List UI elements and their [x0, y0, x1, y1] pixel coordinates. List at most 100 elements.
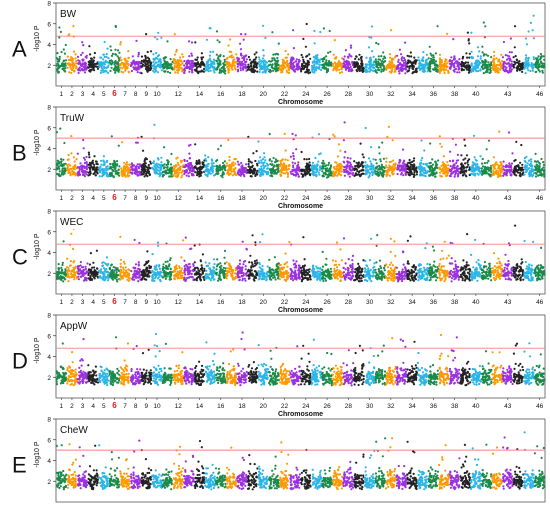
snp-point: [345, 67, 348, 70]
snp-point: [321, 167, 324, 170]
snp-point: [426, 170, 429, 174]
snp-point: [464, 174, 467, 177]
snp-point: [470, 64, 473, 67]
snp-point: [531, 69, 535, 72]
snp-point: [271, 63, 274, 66]
snp-point: [187, 172, 190, 175]
snp-point: [339, 149, 342, 152]
snp-point: [228, 164, 232, 167]
snp-point: [460, 162, 463, 165]
snp-point: [508, 51, 511, 54]
snp-point: [202, 161, 205, 164]
snp-point: [263, 68, 266, 71]
snp-point: [424, 163, 427, 166]
snp-point: [233, 67, 236, 70]
snp-point: [141, 65, 144, 68]
snp-point: [284, 49, 287, 53]
snp-point: [264, 63, 267, 66]
snp-point: [77, 174, 80, 177]
snp-point: [119, 56, 122, 59]
snp-point: [271, 31, 274, 34]
snp-point: [519, 63, 522, 66]
snp-point: [99, 56, 102, 59]
snp-point: [83, 71, 87, 74]
snp-point: [75, 65, 78, 68]
snp-point: [248, 58, 251, 61]
snp-point: [481, 162, 484, 165]
snp-point: [91, 162, 94, 165]
snp-point: [233, 58, 236, 61]
snp-point: [440, 170, 443, 173]
snp-point: [445, 169, 448, 172]
snp-point: [433, 166, 437, 169]
snp-point: [470, 31, 473, 34]
snp-point: [361, 168, 364, 171]
snp-point: [281, 158, 284, 161]
snp-point: [200, 61, 203, 64]
snp-point: [252, 64, 255, 68]
snp-point: [60, 160, 63, 163]
snp-point: [274, 53, 277, 56]
snp-point: [449, 175, 452, 178]
snp-point: [410, 173, 413, 176]
snp-point: [327, 51, 330, 54]
snp-point: [255, 171, 258, 174]
snp-point: [344, 150, 347, 153]
snp-point: [122, 165, 125, 168]
y-tick-label: 2: [47, 167, 51, 174]
x-tick-label: 7: [123, 91, 127, 98]
snp-point: [382, 157, 385, 160]
snp-point: [338, 163, 341, 166]
snp-point: [74, 62, 77, 65]
snp-point: [152, 69, 155, 72]
snp-point: [258, 169, 262, 172]
snp-point: [374, 170, 377, 173]
snp-point: [154, 171, 157, 174]
snp-point: [162, 164, 165, 167]
x-tick-label: 26: [323, 91, 331, 98]
snp-point: [466, 65, 469, 68]
snp-point: [56, 58, 60, 61]
snp-point: [103, 55, 106, 59]
snp-point: [439, 174, 442, 177]
snp-point: [279, 69, 282, 72]
snp-point: [262, 49, 265, 52]
snp-point: [490, 56, 493, 59]
snp-point: [209, 60, 212, 63]
snp-point: [454, 143, 457, 146]
snp-point: [124, 59, 127, 62]
y-axis-label: -log10 P: [34, 25, 41, 51]
snp-point: [300, 150, 303, 154]
snp-point: [285, 64, 288, 67]
snp-point: [195, 162, 198, 165]
snp-point: [181, 170, 184, 173]
snp-point: [313, 59, 316, 62]
snp-point: [104, 69, 107, 72]
snp-point: [374, 58, 377, 61]
snp-point: [413, 171, 416, 174]
snp-point: [343, 156, 346, 159]
snp-point: [438, 65, 441, 68]
snp-point: [107, 64, 110, 67]
snp-point: [516, 69, 519, 72]
snp-point: [526, 62, 529, 65]
snp-point: [216, 159, 219, 162]
snp-point: [64, 59, 68, 62]
snp-point: [154, 61, 158, 64]
snp-point: [178, 56, 182, 59]
snp-point: [487, 68, 490, 71]
snp-point: [262, 60, 265, 63]
snp-point: [92, 66, 95, 70]
snp-point: [466, 56, 469, 59]
snp-point: [525, 60, 529, 63]
y-tick-label: 4: [47, 42, 51, 49]
snp-point: [506, 165, 510, 168]
snp-point: [355, 68, 358, 72]
snp-point: [402, 168, 405, 171]
snp-point: [100, 66, 103, 69]
snp-point: [156, 157, 160, 160]
snp-point: [135, 165, 138, 168]
snp-point: [489, 71, 492, 74]
snp-point: [440, 69, 443, 72]
snp-point: [248, 68, 251, 71]
